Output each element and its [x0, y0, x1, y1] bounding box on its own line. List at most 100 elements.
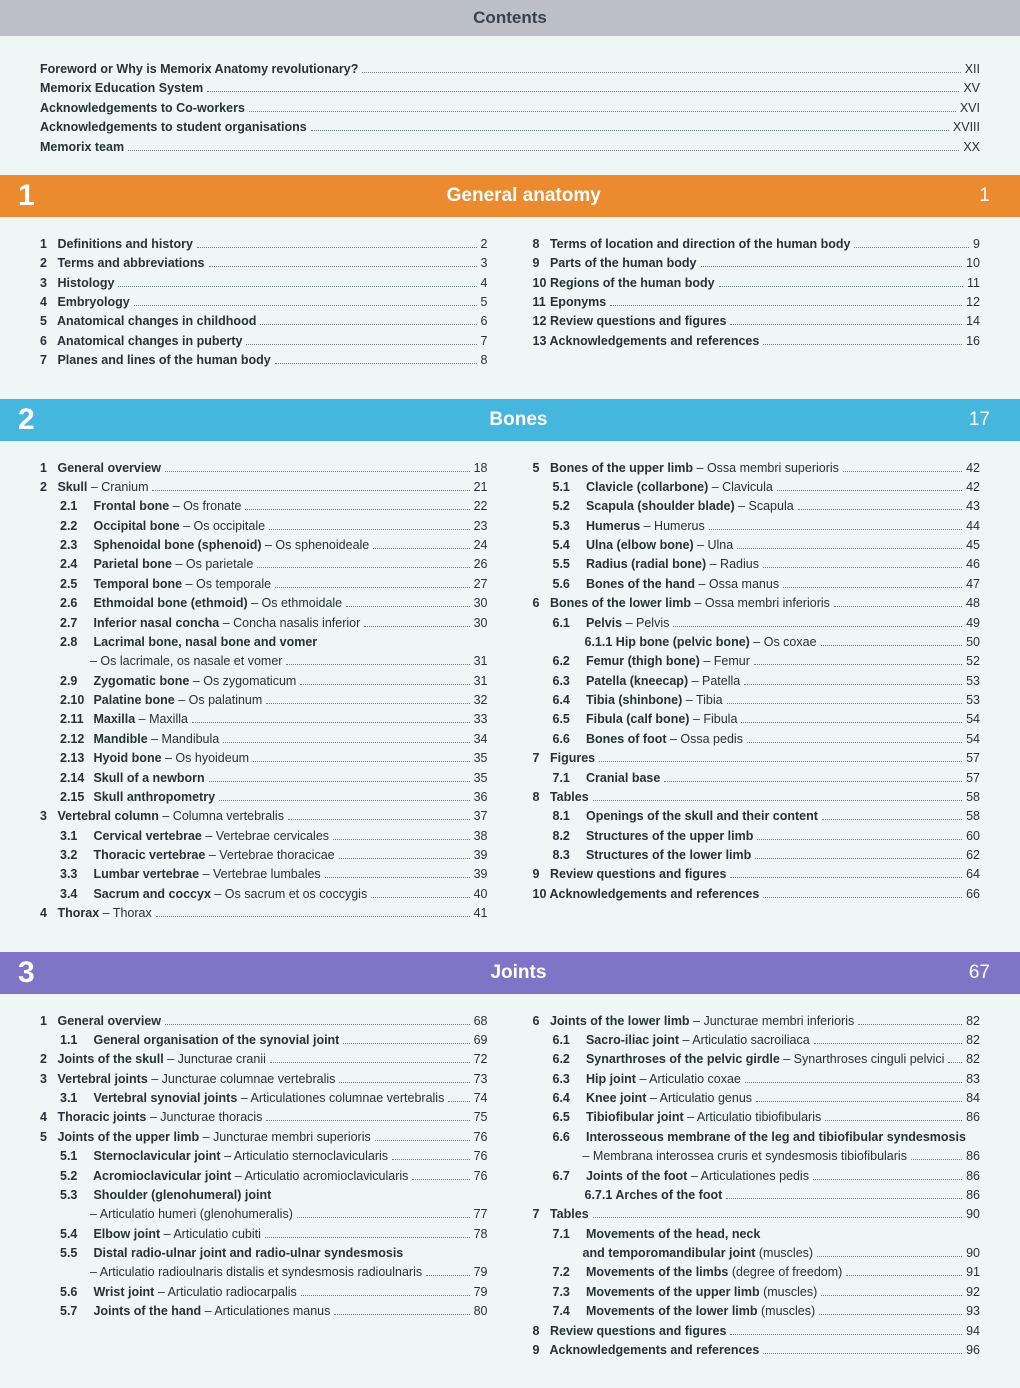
page-number: 83	[966, 1070, 980, 1089]
page-number: 22	[474, 497, 488, 516]
page-number: 77	[474, 1205, 488, 1224]
leader-dots	[448, 1101, 469, 1102]
chapter-number: 2	[18, 403, 68, 437]
toc-row: 6.7 Joints of the foot – Articulationes …	[533, 1167, 981, 1186]
page-number: 57	[966, 769, 980, 788]
toc-row: 6.2 Synarthroses of the pelvic girdle – …	[533, 1050, 981, 1069]
toc-row: 10 Regions of the human body11	[533, 274, 981, 293]
page-number: 66	[966, 885, 980, 904]
toc-row: 4 Thorax – Thorax41	[40, 904, 488, 923]
prelim-row: Acknowledgements to student organisation…	[40, 118, 980, 137]
toc-row: – Os lacrimale, os nasale et vomer31	[40, 652, 488, 671]
leader-dots	[593, 1217, 962, 1218]
toc-row: 8.1 Openings of the skull and their cont…	[533, 807, 981, 826]
page-number: 39	[474, 865, 488, 884]
toc-row: 13 Acknowledgements and references16	[533, 332, 981, 351]
page-number: 75	[474, 1108, 488, 1127]
leader-dots	[763, 1353, 962, 1354]
page-number: 76	[474, 1128, 488, 1147]
page-number: 68	[474, 1012, 488, 1031]
toc-row: 6.2 Femur (thigh bone) – Femur52	[533, 652, 981, 671]
toc-row: 4 Embryology5	[40, 293, 488, 312]
page-number: 54	[966, 710, 980, 729]
chapter-title: Joints	[68, 962, 969, 984]
toc-row: 6.5 Tibiofibular joint – Articulatio tib…	[533, 1108, 981, 1127]
toc-row: 6.4 Knee joint – Articulatio genus84	[533, 1089, 981, 1108]
leader-dots	[260, 324, 476, 325]
leader-dots	[730, 1334, 962, 1335]
prelim-row: Foreword or Why is Memorix Anatomy revol…	[40, 60, 980, 79]
toc-row: 2 Terms and abbreviations3	[40, 254, 488, 273]
toc-row: 7.1 Movements of the head, neck	[533, 1225, 981, 1244]
page-number: 4	[481, 274, 488, 293]
toc-row: 5.5 Distal radio-ulnar joint and radio-u…	[40, 1244, 488, 1263]
toc-row: – Articulatio radioulnaris distalis et s…	[40, 1263, 488, 1282]
page-number: 14	[966, 312, 980, 331]
leader-dots	[911, 1159, 962, 1160]
toc-row: 2.12 Mandible – Mandibula34	[40, 730, 488, 749]
toc-row: 6 Joints of the lower limb – Juncturae m…	[533, 1012, 981, 1031]
page-number: 86	[966, 1108, 980, 1127]
page-number: 37	[474, 807, 488, 826]
leader-dots	[798, 509, 962, 510]
toc-row: 5.3 Humerus – Humerus44	[533, 517, 981, 536]
page-number: 42	[966, 459, 980, 478]
prelim-row: Acknowledgements to Co-workersXVI	[40, 99, 980, 118]
toc-row: 7.3 Movements of the upper limb (muscles…	[533, 1283, 981, 1302]
toc-row: 8 Tables58	[533, 788, 981, 807]
toc-row: 5 Anatomical changes in childhood6	[40, 312, 488, 331]
page-number: 86	[966, 1167, 980, 1186]
leader-dots	[426, 1275, 469, 1276]
chapter-number: 3	[18, 956, 68, 990]
toc-row: 6.1 Sacro-iliac joint – Articulatio sacr…	[533, 1031, 981, 1050]
page-number: 94	[966, 1322, 980, 1341]
left-column: 1 General overview182 Skull – Cranium212…	[40, 459, 488, 924]
page-number: 35	[474, 769, 488, 788]
leader-dots	[813, 1179, 962, 1180]
right-column: 6 Joints of the lower limb – Juncturae m…	[533, 1012, 981, 1361]
leader-dots	[854, 247, 969, 248]
toc-row: 3 Vertebral joints – Juncturae columnae …	[40, 1070, 488, 1089]
page-number: 50	[966, 633, 980, 652]
page-number: 96	[966, 1341, 980, 1360]
page-number: 32	[474, 691, 488, 710]
leader-dots	[673, 626, 962, 627]
page-number: 69	[474, 1031, 488, 1050]
page-number: 35	[474, 749, 488, 768]
leader-dots	[726, 1198, 962, 1199]
page-number: 80	[474, 1302, 488, 1321]
page-number: 2	[481, 235, 488, 254]
leader-dots	[300, 684, 469, 685]
toc-row: 12 Review questions and figures14	[533, 312, 981, 331]
toc-row: 3 Vertebral column – Columna vertebralis…	[40, 807, 488, 826]
page-number: 40	[474, 885, 488, 904]
toc-row: and temporomandibular joint (muscles)90	[533, 1244, 981, 1263]
toc-row: 4 Thoracic joints – Juncturae thoracis75	[40, 1108, 488, 1127]
page-number: 7	[481, 332, 488, 351]
toc-row: 2.11 Maxilla – Maxilla33	[40, 710, 488, 729]
page-number: 39	[474, 846, 488, 865]
toc-row: 3.3 Lumbar vertebrae – Vertebrae lumbale…	[40, 865, 488, 884]
leader-dots	[747, 742, 962, 743]
leader-dots	[219, 800, 470, 801]
left-column: 1 General overview681.1 General organisa…	[40, 1012, 488, 1361]
leader-dots	[756, 1101, 962, 1102]
leader-dots	[301, 1295, 470, 1296]
leader-dots	[373, 548, 469, 549]
leader-dots	[275, 587, 470, 588]
chapter-header-2: 2 Bones 17	[0, 399, 1020, 441]
toc-row: – Articulatio humeri (glenohumeralis)77	[40, 1205, 488, 1224]
toc-row: 5.6 Bones of the hand – Ossa manus47	[533, 575, 981, 594]
prelim-row: Memorix Education SystemXV	[40, 79, 980, 98]
toc-row: 2.4 Parietal bone – Os parietale26	[40, 555, 488, 574]
prelims-block: Foreword or Why is Memorix Anatomy revol…	[0, 36, 1020, 175]
leader-dots	[846, 1275, 962, 1276]
chapter-header-1: 1 General anatomy 1	[0, 175, 1020, 217]
page-number: 18	[474, 459, 488, 478]
left-column: 1 Definitions and history22 Terms and ab…	[40, 235, 488, 371]
toc-row: 7 Figures57	[533, 749, 981, 768]
toc-row: 2.7 Inferior nasal concha – Concha nasal…	[40, 614, 488, 633]
page-number: 48	[966, 594, 980, 613]
chapter-start-page: 17	[969, 409, 990, 431]
toc-row: 9 Parts of the human body10	[533, 254, 981, 273]
